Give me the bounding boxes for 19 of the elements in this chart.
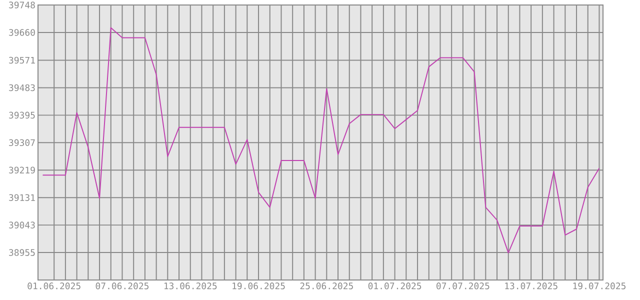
x-tick-label: 01.07.2025	[368, 282, 422, 290]
x-tick-label: 19.07.2025	[573, 282, 626, 290]
y-tick-label: 39043	[9, 222, 35, 228]
x-tick-label: 13.07.2025	[505, 282, 558, 290]
x-tick-label: 07.07.2025	[436, 282, 490, 290]
y-tick-label: 39660	[9, 29, 35, 36]
x-tick-label: 01.06.2025	[28, 282, 80, 290]
x-tick-label: 19.06.2025	[232, 282, 285, 290]
y-tick-label: 38955	[9, 249, 35, 256]
x-tick-label: 25.06.2025	[300, 282, 353, 290]
y-tick-label: 39307	[9, 139, 35, 146]
x-tick-label: 13.06.2025	[164, 282, 217, 290]
y-tick-label: 39219	[9, 166, 35, 174]
y-tick-label: 39131	[9, 194, 35, 201]
y-tick-label: 39483	[9, 84, 35, 92]
y-tick-label: 39748	[9, 2, 35, 8]
y-tick-label: 39395	[9, 112, 35, 119]
y-tick-label: 39571	[9, 56, 35, 64]
x-tick-label: 07.06.2025	[96, 282, 149, 290]
